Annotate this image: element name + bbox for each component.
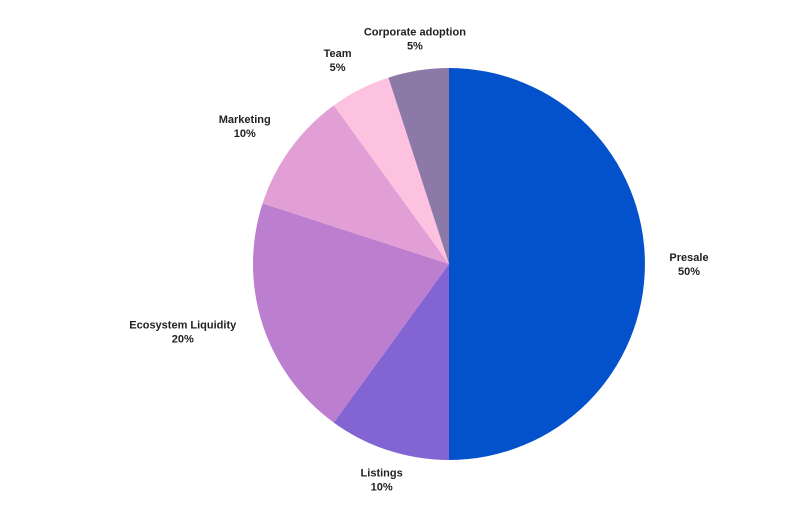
slice-percent-marketing: 10% [234,128,256,140]
slice-percent-ecosystem-liquidity: 20% [172,333,194,345]
slice-percent-team: 5% [330,62,346,74]
slice-name-ecosystem-liquidity: Ecosystem Liquidity [129,319,237,331]
slice-label-presale: Presale 50% [669,252,708,278]
pie-slices [253,68,645,460]
slice-label-marketing: Marketing 10% [219,114,271,140]
pie-slice-team [333,77,449,264]
slice-name-corporate-adoption: Corporate adoption [364,27,466,39]
slice-label-team: Team 5% [324,48,352,74]
slice-name-team: Team [324,48,352,60]
slice-label-ecosystem-liquidity: Ecosystem Liquidity 20% [129,319,237,345]
slice-name-presale: Presale [669,252,708,264]
slice-name-marketing: Marketing [219,114,271,126]
slice-percent-listings: 10% [371,481,393,493]
pie-slice-ecosystem-liquidity [253,203,449,423]
slice-label-listings: Listings 10% [361,467,403,493]
pie-slice-corporate-adoption [388,68,449,264]
slice-name-listings: Listings [361,467,403,479]
pie-slice-presale [449,68,645,460]
pie-slice-listings [333,264,449,460]
slice-label-corporate-adoption: Corporate adoption 5% [364,27,466,53]
slice-percent-presale: 50% [678,266,700,278]
pie-slice-marketing [262,105,449,264]
pie-labels: Presale 50% Listings 10% Ecosystem Liquidity… [129,27,708,494]
slice-percent-corporate-adoption: 5% [407,41,423,53]
